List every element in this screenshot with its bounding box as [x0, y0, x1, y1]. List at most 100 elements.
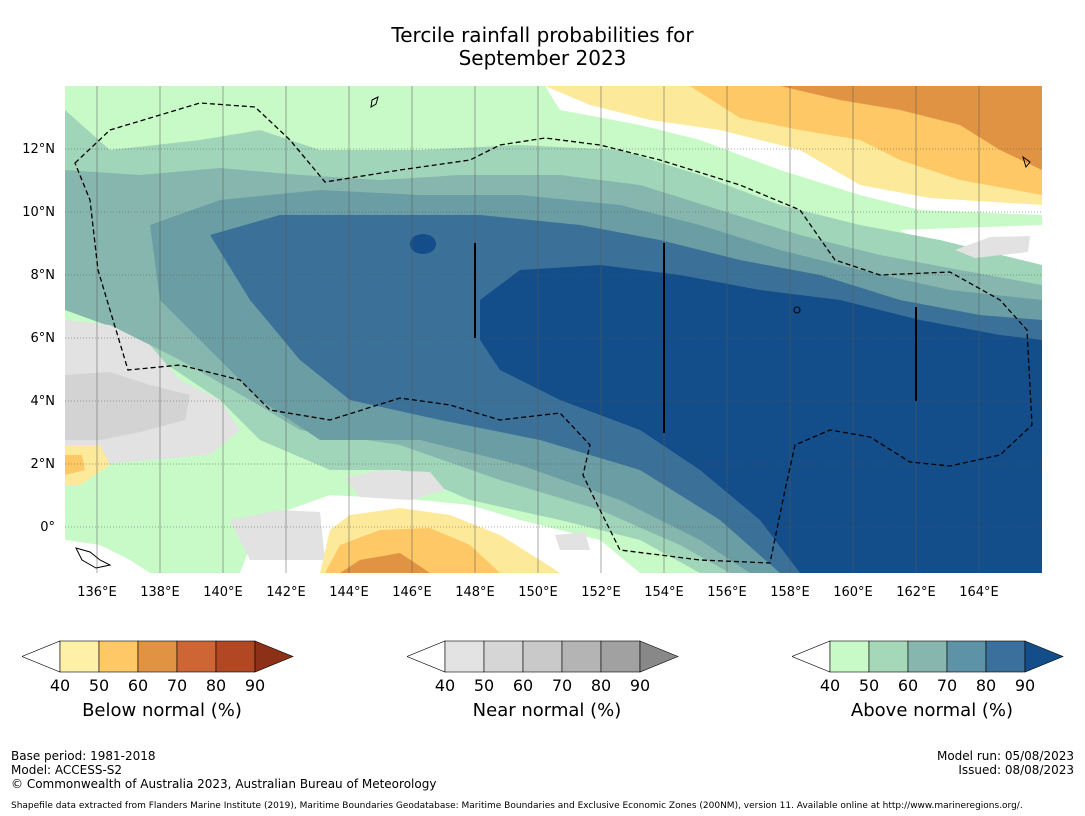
colorbar-swatch — [985, 640, 1026, 673]
colorbar-swatch — [176, 640, 217, 673]
x-axis-label: 152°E — [581, 585, 621, 600]
x-axis-label: 144°E — [329, 585, 369, 600]
y-axis-label: 4°N — [31, 394, 56, 409]
rainfall-map: 136°E 138°E 140°E 142°E 144°E 146°E 148°E 150°E… — [22, 86, 1042, 600]
colorbar-above: 40 50 60 70 80 90 Above normal (%) — [792, 638, 1072, 728]
map-fields — [65, 86, 1042, 573]
colorbar-tick: 80 — [205, 676, 227, 695]
colorbar-below-label: Below normal (%) — [82, 700, 242, 721]
field-above-90-spot — [410, 234, 436, 254]
colorbar-swatch — [444, 640, 485, 673]
x-axis-label: 142°E — [266, 585, 306, 600]
x-axis-label: 146°E — [392, 585, 432, 600]
colorbar-left-triangle — [792, 640, 831, 673]
colorbar-swatch — [829, 640, 870, 673]
field-near-40-s — [345, 470, 445, 500]
eez-boundaries — [74, 102, 1033, 564]
colorbar-tick: 60 — [127, 676, 149, 695]
colorbar-tick: 70 — [551, 676, 573, 695]
x-axis-label: 154°E — [644, 585, 684, 600]
colorbar-right-triangle — [639, 640, 679, 673]
colorbar-tick: 50 — [88, 676, 110, 695]
colorbar-swatch — [522, 640, 563, 673]
colorbar-tick: 60 — [897, 676, 919, 695]
colorbar-below: 40 50 60 70 80 90 Below normal (%) — [22, 638, 302, 728]
island-png — [75, 547, 112, 569]
colorbar-swatch — [561, 640, 602, 673]
field-near-50-sw — [65, 372, 190, 440]
colorbar-tick: 80 — [590, 676, 612, 695]
x-axis-label: 162°E — [896, 585, 936, 600]
colorbar-swatch — [137, 640, 178, 673]
islands — [75, 96, 1031, 569]
footer-right: Model run: 05/08/2023 Issued: 08/08/2023 — [937, 749, 1074, 777]
island-east — [793, 306, 801, 314]
field-above-90 — [480, 265, 1042, 573]
footer-left: Base period: 1981-2018 Model: ACCESS-S2 … — [11, 749, 436, 791]
colorbar-tick: 90 — [1014, 676, 1036, 695]
field-white-sw — [65, 540, 150, 573]
field-below-60-ne — [780, 86, 1042, 170]
x-axis-label: 158°E — [770, 585, 810, 600]
boundary-lines — [474, 243, 917, 433]
copyright: © Commonwealth of Australia 2023, Austra… — [11, 777, 437, 791]
colorbar-swatch — [215, 640, 256, 673]
colorbar-tick: 70 — [166, 676, 188, 695]
map-title-line2: September 2023 — [458, 46, 627, 70]
y-axis-labels: 12°N 10°N 8°N 6°N 4°N 2°N 0° — [22, 142, 55, 535]
colorbar-tick: 50 — [473, 676, 495, 695]
x-axis-label: 136°E — [77, 585, 117, 600]
colorbar-swatch — [483, 640, 524, 673]
field-below-50-w — [65, 455, 85, 475]
colorbar-swatch — [98, 640, 139, 673]
colorbar-tick: 40 — [49, 676, 71, 695]
colorbar-tick: 40 — [819, 676, 841, 695]
colorbar-tick: 50 — [858, 676, 880, 695]
colorbar-below-ticks: 40 50 60 70 80 90 — [22, 676, 302, 696]
source-note: Shapefile data extracted from Flanders M… — [11, 801, 1023, 811]
colorbar-tick: 90 — [629, 676, 651, 695]
colorbar-tick: 40 — [434, 676, 456, 695]
y-axis-label: 8°N — [31, 268, 56, 283]
base-period: Base period: 1981-2018 — [11, 749, 156, 763]
x-axis-label: 164°E — [959, 585, 999, 600]
colorbar-left-triangle — [407, 640, 446, 673]
field-near-40-s2 — [555, 532, 590, 550]
model-run: Model run: 05/08/2023 — [936, 749, 1074, 763]
field-near-40-sw2 — [230, 510, 325, 560]
x-axis-label: 160°E — [833, 585, 873, 600]
colorbar-right-triangle — [1024, 640, 1064, 673]
colorbar-swatch — [868, 640, 909, 673]
eez-palau-fsm-north — [74, 102, 1033, 564]
colorbar-tick: 90 — [244, 676, 266, 695]
colorbar-swatch — [907, 640, 948, 673]
y-axis-label: 0° — [40, 520, 55, 535]
island-ne — [1022, 155, 1031, 169]
colorbar-left-triangle — [22, 640, 61, 673]
island-guam — [370, 96, 379, 108]
y-axis-label: 10°N — [22, 205, 55, 220]
model-name: Model: ACCESS-S2 — [11, 763, 123, 777]
y-axis-label: 2°N — [31, 457, 56, 472]
issued-date: Issued: 08/08/2023 — [958, 763, 1074, 777]
map-title-line1: Tercile rainfall probabilities for — [391, 23, 694, 47]
colorbar-near: 40 50 60 70 80 90 Near normal (%) — [407, 638, 687, 728]
colorbar-swatch — [59, 640, 100, 673]
field-below-60-s — [340, 553, 430, 573]
colorbar-tick: 80 — [975, 676, 997, 695]
y-axis-label: 12°N — [22, 142, 55, 157]
colorbar-above-ticks: 40 50 60 70 80 90 — [792, 676, 1072, 696]
colorbar-swatch — [600, 640, 641, 673]
x-axis-label: 150°E — [518, 585, 558, 600]
x-axis-label: 138°E — [140, 585, 180, 600]
x-axis-label: 148°E — [455, 585, 495, 600]
colorbar-near-swatches — [407, 640, 679, 673]
colorbar-near-ticks: 40 50 60 70 80 90 — [407, 676, 687, 696]
x-axis-label: 156°E — [707, 585, 747, 600]
colorbar-near-label: Near normal (%) — [472, 700, 622, 721]
colorbar-tick: 60 — [512, 676, 534, 695]
colorbar-right-triangle — [254, 640, 294, 673]
x-axis-label: 140°E — [203, 585, 243, 600]
colorbar-above-label: Above normal (%) — [850, 700, 1014, 721]
y-axis-label: 6°N — [31, 331, 56, 346]
